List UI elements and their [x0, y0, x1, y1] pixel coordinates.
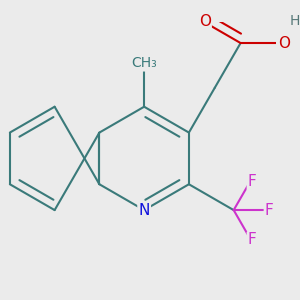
- Text: O: O: [199, 14, 211, 29]
- Text: O: O: [278, 36, 290, 51]
- Text: F: F: [265, 202, 274, 217]
- Text: CH₃: CH₃: [131, 56, 157, 70]
- Text: F: F: [248, 232, 256, 247]
- Text: H: H: [290, 14, 300, 28]
- Text: F: F: [248, 174, 256, 189]
- Text: N: N: [139, 202, 150, 217]
